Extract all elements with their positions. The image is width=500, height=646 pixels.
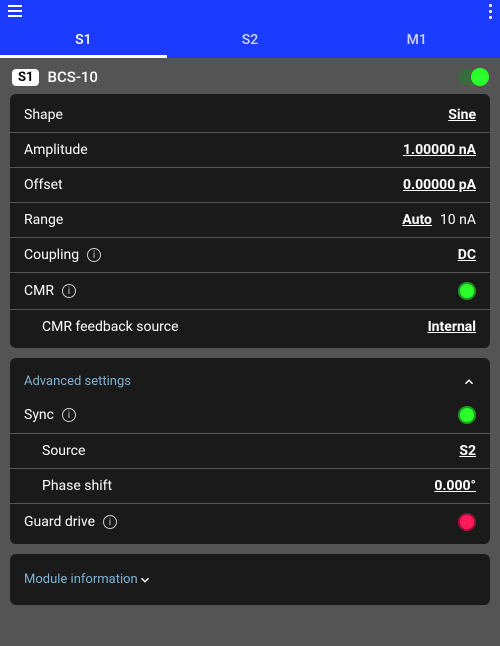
device-name: BCS-10 [47, 68, 458, 86]
sync-source-label: Source [42, 443, 85, 459]
more-icon[interactable] [489, 4, 492, 19]
phase-shift-label: Phase shift [42, 478, 112, 494]
sync-source-value[interactable]: S2 [459, 443, 476, 459]
phase-shift-value[interactable]: 0.000° [434, 478, 476, 494]
advanced-panel: Advanced settings Sync i Source S2 Phase… [10, 358, 490, 544]
device-badge: S1 [12, 69, 39, 86]
device-header: S1 BCS-10 [0, 58, 500, 94]
tabs: S1 S2 M1 [0, 22, 500, 58]
sync-label: Sync [24, 407, 54, 423]
amplitude-value[interactable]: 1.00000 nA [403, 142, 476, 158]
info-icon[interactable]: i [62, 284, 76, 298]
row-amplitude: Amplitude 1.00000 nA [10, 133, 490, 168]
guard-drive-toggle[interactable] [458, 513, 476, 531]
row-range: Range Auto 10 nA [10, 203, 490, 238]
settings-panel: Shape Sine Amplitude 1.00000 nA Offset 0… [10, 94, 490, 348]
coupling-value[interactable]: DC [458, 247, 476, 263]
advanced-header[interactable]: Advanced settings [10, 362, 490, 397]
row-offset: Offset 0.00000 pA [10, 168, 490, 203]
module-info-header[interactable]: Module information [10, 558, 490, 601]
module-info-panel: Module information [10, 554, 490, 605]
menu-icon[interactable] [8, 5, 22, 17]
chevron-down-icon [138, 573, 152, 587]
module-info-title: Module information [24, 572, 138, 587]
range-value[interactable]: Auto [402, 212, 432, 228]
row-shape: Shape Sine [10, 98, 490, 133]
info-icon[interactable]: i [62, 408, 76, 422]
advanced-title: Advanced settings [24, 374, 131, 389]
device-enable-toggle[interactable] [458, 69, 488, 85]
tab-s2[interactable]: S2 [167, 22, 334, 58]
coupling-label: Coupling [24, 247, 79, 263]
amplitude-label: Amplitude [24, 142, 88, 158]
cmr-source-label: CMR feedback source [42, 319, 179, 335]
row-cmr: CMR i [10, 273, 490, 310]
row-sync: Sync i [10, 397, 490, 434]
chevron-up-icon [462, 375, 476, 389]
row-cmr-source: CMR feedback source Internal [10, 310, 490, 344]
cmr-toggle[interactable] [458, 282, 476, 300]
cmr-source-value[interactable]: Internal [428, 319, 476, 335]
shape-label: Shape [24, 107, 63, 123]
shape-value[interactable]: Sine [448, 107, 476, 123]
offset-value[interactable]: 0.00000 pA [403, 177, 476, 193]
tab-m1[interactable]: M1 [333, 22, 500, 58]
row-coupling: Coupling i DC [10, 238, 490, 273]
row-sync-source: Source S2 [10, 434, 490, 469]
row-phase-shift: Phase shift 0.000° [10, 469, 490, 504]
row-guard-drive: Guard drive i [10, 504, 490, 540]
offset-label: Offset [24, 177, 63, 193]
range-extra: 10 nA [440, 212, 476, 228]
tab-s1[interactable]: S1 [0, 22, 167, 58]
range-label: Range [24, 212, 63, 228]
info-icon[interactable]: i [103, 515, 117, 529]
sync-toggle[interactable] [458, 406, 476, 424]
cmr-label: CMR [24, 283, 54, 299]
guard-drive-label: Guard drive [24, 514, 95, 530]
info-icon[interactable]: i [87, 248, 101, 262]
